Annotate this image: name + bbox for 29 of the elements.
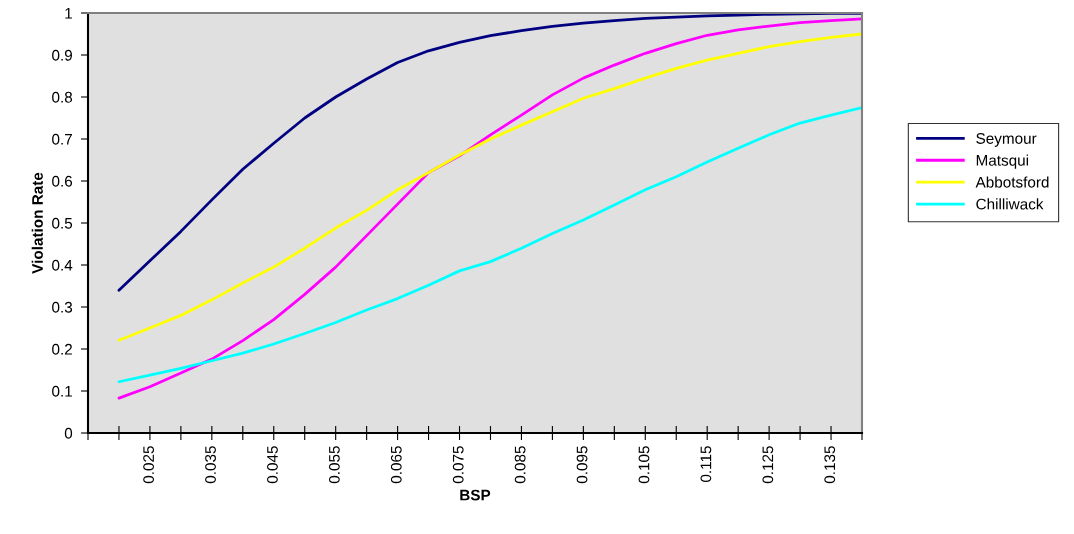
y-tick-label: 0.7 [52, 133, 72, 145]
y-tick-label: 0.2 [52, 343, 72, 355]
x-tick-label: 0.065 [390, 446, 402, 484]
x-tick-label: 0.055 [328, 446, 340, 484]
legend-label: Matsqui [976, 154, 1029, 169]
x-tick-label: 0.095 [576, 446, 588, 484]
y-tick-label: 0.1 [52, 385, 72, 397]
x-tick-label: 0.025 [143, 446, 155, 484]
y-tick-label: 0.4 [52, 259, 73, 271]
y-axis-title: Violation Rate [31, 172, 43, 274]
y-tick-label: 0.6 [52, 175, 73, 187]
x-tick-label: 0.135 [824, 446, 836, 484]
x-tick-label: 0.075 [452, 446, 464, 484]
legend-label: Chilliwack [976, 198, 1044, 210]
x-tick-label: 0.045 [267, 446, 278, 484]
y-tick-label: 0.9 [52, 49, 72, 61]
y-tick-label: 0 [64, 427, 73, 439]
y-tick-label: 0.3 [52, 301, 73, 313]
y-tick-label: 1 [65, 8, 72, 19]
x-tick-label: 0.085 [514, 446, 526, 484]
x-tick-label: 0.035 [205, 446, 216, 484]
x-tick-label: 0.115 [700, 446, 712, 482]
legend-label: Abbotsford [975, 176, 1049, 188]
x-tick-label: 0.125 [762, 446, 774, 484]
y-tick-label: 0.8 [52, 91, 73, 103]
x-axis-title: BSP [460, 489, 491, 501]
x-tick-label: 0.105 [638, 446, 650, 484]
y-tick-label: 0.5 [52, 217, 73, 229]
legend-label: Seymour [976, 133, 1037, 147]
